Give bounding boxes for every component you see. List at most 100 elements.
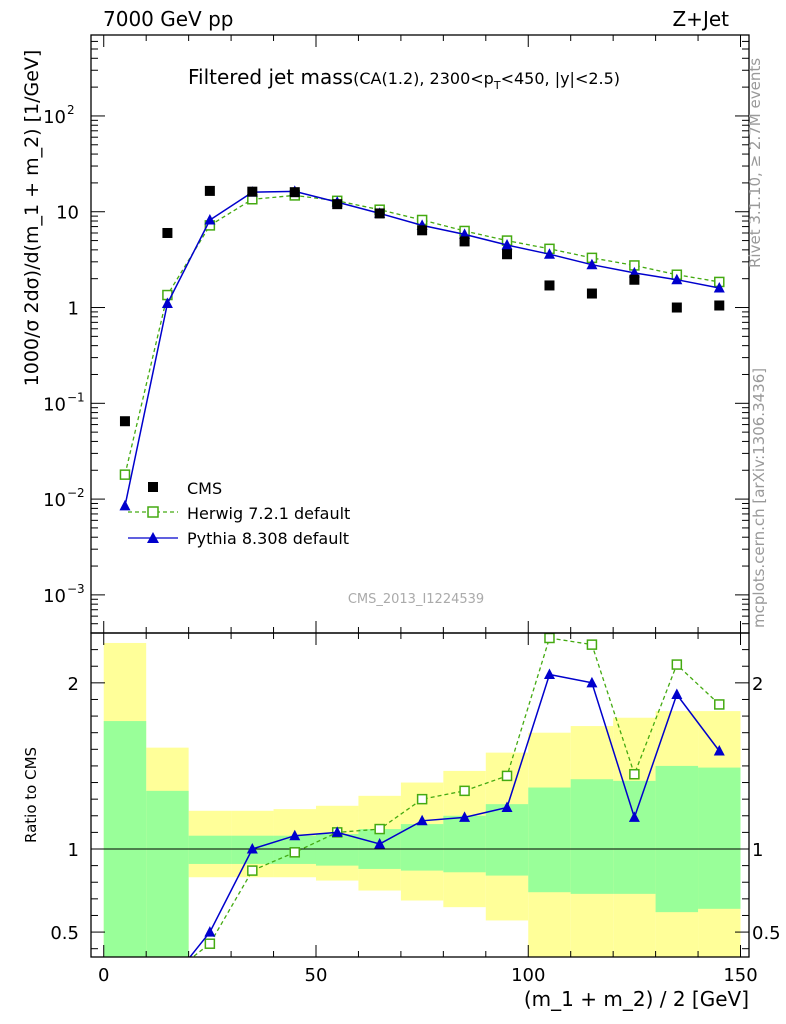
main-y-tick-label: 10: [43, 394, 66, 415]
ratio-y-tick-label-right: 2: [752, 674, 763, 695]
ratio-point-pythia: [416, 814, 428, 826]
data-point-cms: [119, 416, 130, 427]
data-point-cms: [629, 274, 640, 285]
header-right: Z+Jet: [672, 7, 729, 31]
ratio-panel-background: [103, 642, 741, 957]
ratio-y-tick-label-left: 2: [68, 674, 79, 695]
main-y-tick-exponent: −1: [67, 390, 85, 404]
ratio-panel-data: [91, 632, 749, 957]
data-point-cms: [374, 208, 385, 219]
ratio-point-pythia: [289, 829, 301, 841]
ratio-y-tick-label-left: 0.5: [50, 923, 79, 944]
legend-label-cms: CMS: [187, 479, 222, 498]
data-point-pythia: [204, 213, 216, 225]
data-point-pythia: [586, 258, 598, 270]
data-point-cms: [671, 302, 682, 313]
ratio-point-herwig: [374, 823, 385, 835]
ratio-band-inner: [400, 824, 444, 871]
ratio-point-pythia: [713, 744, 725, 756]
ratio-point-pythia: [586, 676, 598, 688]
ratio-point-herwig: [671, 659, 683, 670]
plot-title-main: Filtered jet mass: [188, 65, 353, 89]
data-point-cms: [502, 249, 513, 260]
plot-title-cut-a: (CA(1.2), 2300<p: [353, 69, 494, 88]
data-point-pythia: [161, 297, 173, 309]
data-point-cms: [417, 225, 428, 236]
main-y-tick-exponent: −2: [67, 486, 85, 500]
data-point-cms: [586, 288, 597, 299]
ratio-band-inner: [613, 780, 656, 894]
legend-marker-cms: [148, 482, 158, 492]
data-point-cms: [459, 236, 470, 247]
ratio-y-tick-label-left: 1: [68, 840, 79, 861]
data-point-pythia: [671, 273, 683, 285]
series-line-herwig: [124, 194, 720, 475]
data-point-pythia: [459, 228, 471, 239]
data-point-pythia: [119, 499, 131, 511]
data-point-cms: [544, 280, 555, 291]
ratio-band-inner: [698, 767, 741, 909]
main-y-tick-label: 10: [43, 586, 66, 607]
ratio-point-pythia: [204, 926, 216, 937]
ratio-band-inner: [570, 779, 614, 894]
plot-title-cut-b: <450, |y|<2.5): [501, 69, 620, 88]
ratio-band-inner: [103, 721, 147, 957]
ratio-y-axis-label: Ratio to CMS: [22, 747, 40, 843]
legend-label-herwig: Herwig 7.2.1 default: [187, 504, 350, 523]
ratio-point-herwig: [629, 768, 640, 780]
main-panel-data: [119, 185, 725, 511]
ratio-point-pythia: [628, 811, 640, 822]
rivet-version-label: Rivet 3.1.10, ≥ 2.7M events: [746, 58, 764, 268]
ratio-point-pythia: [246, 843, 258, 854]
ratio-band-inner: [485, 804, 529, 876]
legend-label-pythia: Pythia 8.308 default: [187, 529, 349, 548]
ratio-point-herwig: [289, 847, 301, 858]
ratio-point-herwig: [586, 639, 598, 650]
data-point-pythia: [501, 238, 513, 250]
data-point-cms: [204, 185, 215, 196]
legend-marker-pythia: [147, 532, 159, 543]
x-axis-label: (m_1 + m_2) / 2 [GeV]: [524, 987, 749, 1011]
data-point-cms: [332, 199, 343, 210]
data-point-cms: [162, 227, 173, 238]
ratio-point-herwig: [501, 770, 513, 782]
ratio-point-herwig: [459, 785, 470, 797]
ratio-point-herwig: [416, 793, 428, 805]
ratio-line-herwig: [191, 637, 720, 957]
plot-title: Filtered jet mass(CA(1.2), 2300<pT<450, …: [188, 65, 620, 92]
main-y-axis-label: 1000/σ 2dσ)/d(m_1 + m_2) [1/GeV]: [21, 50, 43, 387]
ratio-point-pythia: [501, 801, 513, 812]
ratio-band-inner: [188, 835, 232, 864]
main-y-tick-exponent: 2: [67, 103, 75, 117]
legend: CMS Herwig 7.2.1 default Pythia 8.308 de…: [128, 479, 350, 548]
main-y-tick-label: 1: [68, 299, 79, 320]
plot-title-cut-sub: T: [493, 79, 501, 92]
x-tick-label: 150: [723, 965, 757, 986]
header-left: 7000 GeV pp: [103, 7, 234, 31]
ratio-point-herwig: [247, 865, 258, 876]
ratio-y-tick-label-right: 1: [752, 840, 763, 861]
analysis-id-watermark: CMS_2013_I1224539: [348, 592, 484, 607]
data-point-herwig: [119, 469, 131, 480]
data-point-cms: [289, 187, 300, 198]
ratio-band-inner: [655, 765, 699, 913]
ratio-point-herwig: [204, 938, 216, 949]
ratio-point-pythia: [374, 838, 386, 849]
ratio-band-inner: [315, 834, 359, 866]
series-line-pythia: [124, 190, 720, 507]
data-point-cms: [714, 300, 725, 311]
main-y-tick-label: 10: [56, 203, 79, 224]
data-point-pythia: [543, 248, 555, 259]
ratio-band-inner: [146, 790, 189, 957]
ratio-point-pythia: [543, 668, 555, 680]
main-y-tick-label: 10: [43, 490, 66, 511]
main-y-tick-exponent: −3: [67, 582, 85, 596]
ratio-frame: [90, 632, 750, 958]
ratio-point-herwig: [714, 699, 725, 710]
mcplots-label: mcplots.cern.ch [arXiv:1306.3436]: [750, 368, 768, 628]
ratio-point-pythia: [671, 688, 683, 699]
ratio-point-pythia: [459, 811, 471, 822]
ratio-y-tick-label-right: 0.5: [752, 923, 781, 944]
x-tick-label: 50: [305, 965, 328, 986]
